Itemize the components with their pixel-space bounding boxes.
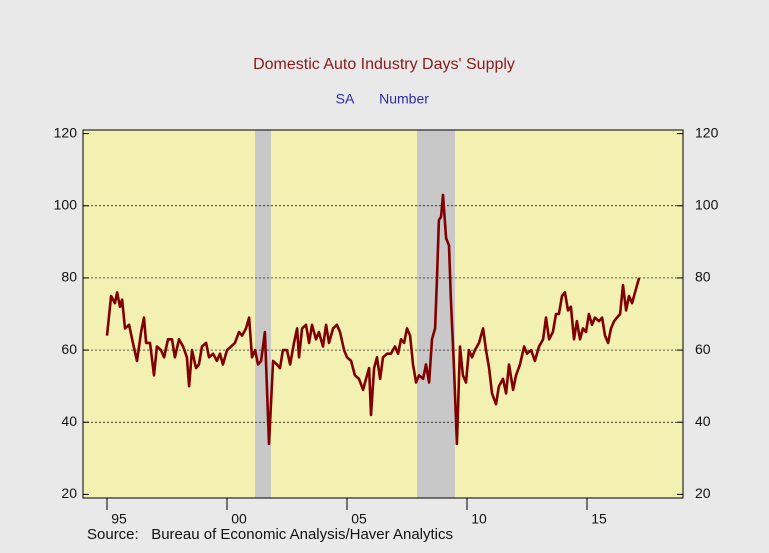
x-tick-label: 15 <box>591 511 607 527</box>
chart-title: Domestic Auto Industry Days' Supply <box>253 56 515 73</box>
y-tick-label: 120 <box>54 124 78 140</box>
y-tick-label: 60 <box>61 341 77 357</box>
y2-tick-label: 120 <box>695 124 719 140</box>
plot-frame <box>82 129 684 499</box>
y-tick-label: 100 <box>54 196 78 212</box>
y2-tick-label: 40 <box>695 413 711 429</box>
y2-tick-label: 80 <box>695 269 711 285</box>
y2-tick-label: 60 <box>695 341 711 357</box>
y2-tick-label: 100 <box>695 196 719 212</box>
x-tick-label: 95 <box>111 511 127 527</box>
chart-subtitle: Number <box>379 91 429 107</box>
x-tick-label: 00 <box>231 511 247 527</box>
x-tick-label: 05 <box>351 511 367 527</box>
y-tick-label: 20 <box>61 485 77 501</box>
x-tick-label: 10 <box>471 511 487 527</box>
plot-area <box>83 130 683 498</box>
y2-tick-label: 20 <box>695 485 711 501</box>
y-tick-label: 40 <box>61 413 77 429</box>
data-line <box>105 193 641 446</box>
source-note: Source: Bureau of Economic Analysis/Have… <box>87 526 453 543</box>
chart-subtitle: SA <box>336 91 355 107</box>
y-tick-label: 80 <box>61 269 77 285</box>
